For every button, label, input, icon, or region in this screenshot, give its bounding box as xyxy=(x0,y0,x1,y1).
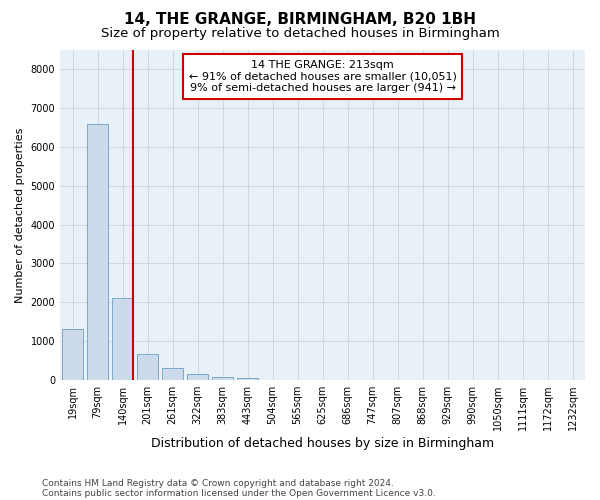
Text: Contains HM Land Registry data © Crown copyright and database right 2024.: Contains HM Land Registry data © Crown c… xyxy=(42,478,394,488)
Text: Size of property relative to detached houses in Birmingham: Size of property relative to detached ho… xyxy=(101,28,499,40)
Bar xyxy=(237,378,258,380)
Bar xyxy=(162,368,183,380)
Text: 14 THE GRANGE: 213sqm
← 91% of detached houses are smaller (10,051)
9% of semi-d: 14 THE GRANGE: 213sqm ← 91% of detached … xyxy=(188,60,457,93)
Y-axis label: Number of detached properties: Number of detached properties xyxy=(15,127,25,302)
Bar xyxy=(87,124,108,380)
Text: 14, THE GRANGE, BIRMINGHAM, B20 1BH: 14, THE GRANGE, BIRMINGHAM, B20 1BH xyxy=(124,12,476,28)
Text: Contains public sector information licensed under the Open Government Licence v3: Contains public sector information licen… xyxy=(42,488,436,498)
Bar xyxy=(112,298,133,380)
Bar xyxy=(62,330,83,380)
X-axis label: Distribution of detached houses by size in Birmingham: Distribution of detached houses by size … xyxy=(151,437,494,450)
Bar xyxy=(187,374,208,380)
Bar xyxy=(212,376,233,380)
Bar xyxy=(137,354,158,380)
